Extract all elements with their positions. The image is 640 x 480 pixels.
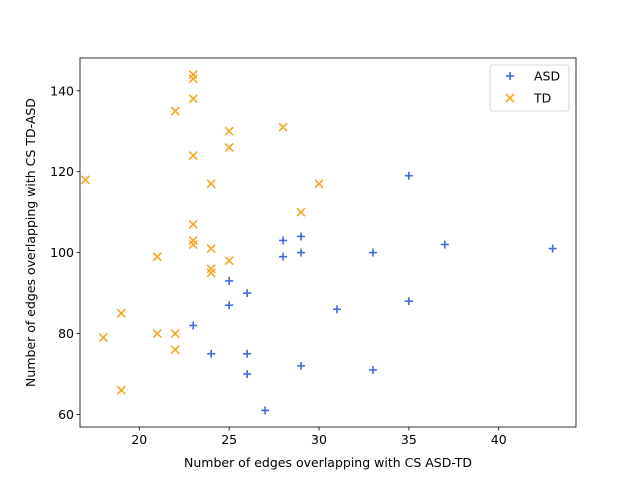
asd-point — [297, 232, 306, 241]
td-point — [206, 264, 216, 274]
asd-point — [279, 236, 288, 245]
td-point — [188, 235, 198, 246]
legend-td-label: TD — [533, 91, 551, 106]
y-tick-label: 120 — [50, 164, 74, 179]
td-point — [206, 268, 216, 278]
td-point — [80, 175, 90, 185]
asd-point — [261, 406, 270, 415]
td-point — [188, 219, 198, 229]
td-point — [188, 239, 198, 250]
y-tick-label: 80 — [58, 326, 74, 341]
asd-point — [189, 321, 198, 330]
y-tick-label: 100 — [50, 245, 74, 260]
td-point — [188, 74, 198, 84]
td-point — [206, 179, 216, 189]
td-point — [314, 179, 324, 189]
asd-point — [297, 248, 306, 257]
td-point — [224, 142, 234, 152]
asd-point — [548, 244, 557, 253]
td-point — [296, 207, 306, 217]
asd-point — [368, 248, 377, 257]
td-point — [206, 244, 216, 254]
td-point — [98, 333, 108, 343]
td-point — [278, 122, 288, 132]
y-tick-label: 140 — [50, 83, 74, 98]
td-point — [224, 256, 234, 266]
legend-asd-marker — [506, 72, 514, 80]
td-point — [170, 345, 180, 355]
x-axis-label: Number of edges overlapping with CS ASD-… — [184, 455, 472, 470]
asd-point — [243, 289, 252, 298]
y-axis-label: Number of edges overlapping with CS TD-A… — [23, 98, 38, 387]
y-tick-label: 60 — [58, 407, 74, 422]
asd-point — [297, 361, 306, 370]
td-point — [188, 94, 198, 104]
legend: ASD TD — [489, 64, 570, 112]
td-point — [188, 70, 198, 80]
td-point — [116, 385, 126, 395]
axes: 20 25 30 35 40 60 80 100 120 140 Number of edges o… — [23, 57, 577, 470]
td-point — [116, 308, 126, 318]
asd-point — [225, 301, 234, 310]
asd-point — [225, 276, 234, 285]
td-point — [152, 252, 162, 262]
asd-point — [279, 252, 288, 261]
x-tick-label: 35 — [401, 432, 417, 447]
asd-point — [404, 297, 413, 306]
asd-point — [404, 171, 413, 180]
td-point — [170, 328, 180, 339]
asd-point — [243, 349, 252, 358]
legend-asd-label: ASD — [534, 69, 560, 84]
asd-point — [368, 365, 377, 374]
legend-td-marker — [505, 93, 515, 103]
asd-point — [332, 305, 341, 314]
asd-point — [440, 240, 449, 249]
td-point — [170, 106, 180, 116]
x-tick-label: 25 — [221, 432, 237, 447]
x-tick-label: 30 — [311, 432, 327, 447]
td-point — [224, 126, 234, 136]
data-points — [80, 70, 557, 415]
td-point — [188, 150, 198, 161]
x-tick-label: 20 — [131, 432, 147, 447]
td-point — [152, 328, 162, 339]
x-tick-label: 40 — [491, 432, 507, 447]
plot-frame — [79, 57, 577, 428]
asd-point — [243, 369, 252, 378]
asd-point — [207, 349, 216, 358]
